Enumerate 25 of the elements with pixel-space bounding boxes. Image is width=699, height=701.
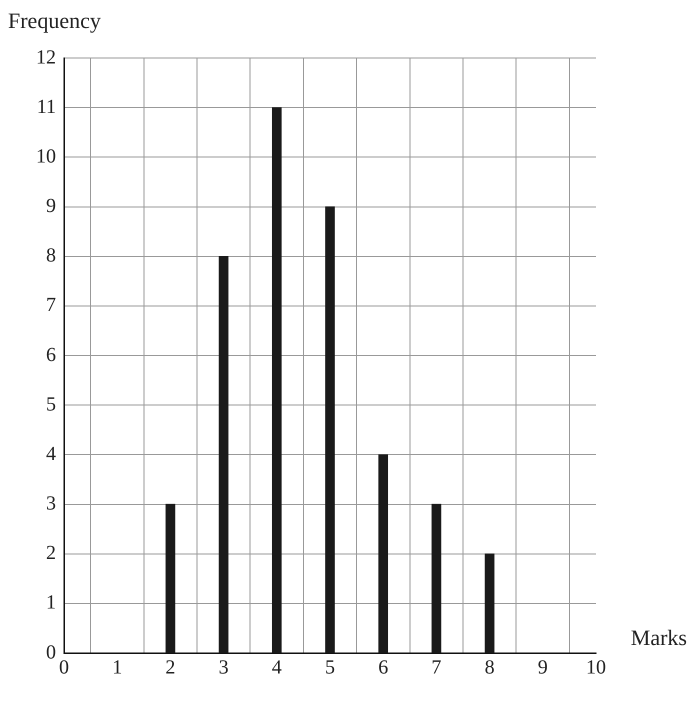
y-tick-label: 7	[46, 294, 56, 316]
y-tick-label: 0	[46, 641, 56, 664]
y-tick-label: 12	[36, 46, 56, 68]
y-tick-label: 9	[46, 195, 56, 217]
x-tick-label: 2	[165, 656, 176, 678]
x-tick-label: 5	[325, 656, 335, 678]
y-tick-label: 6	[46, 344, 56, 366]
x-tick-label: 9	[538, 656, 548, 678]
y-tick-label: 4	[46, 442, 56, 465]
x-axis-title: Marks	[630, 625, 687, 651]
x-tick-label: 10	[586, 656, 606, 678]
y-tick-label: 1	[46, 592, 56, 614]
y-tick-label: 5	[46, 393, 56, 416]
y-tick-label: 8	[46, 244, 56, 267]
y-axis-title: Frequency	[8, 8, 101, 34]
y-tick-label: 3	[46, 492, 56, 514]
y-tick-label: 10	[36, 145, 56, 168]
x-tick-label: 7	[431, 656, 442, 678]
x-tick-label: 6	[378, 656, 388, 678]
y-tick-label: 11	[36, 96, 56, 118]
y-tick-label: 2	[46, 542, 56, 564]
x-tick-label: 4	[272, 656, 282, 678]
x-tick-label: 1	[112, 656, 122, 678]
x-tick-label: 3	[218, 656, 229, 678]
x-tick-label: 8	[484, 656, 495, 678]
